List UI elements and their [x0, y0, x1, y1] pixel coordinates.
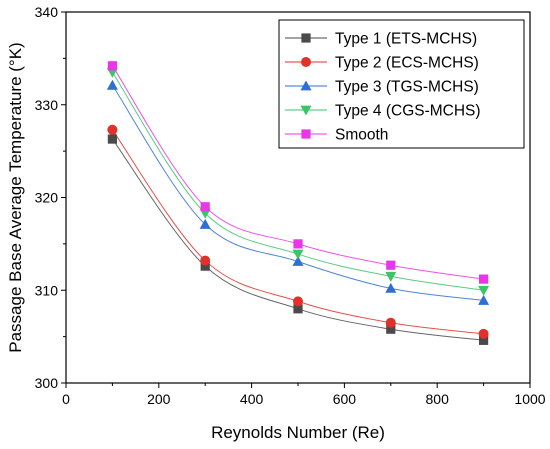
fit-curves	[111, 65, 484, 341]
legend-marker	[301, 33, 311, 43]
series-5-point	[107, 61, 117, 71]
legend-marker	[301, 57, 311, 67]
x-tick-label: 1000	[514, 391, 545, 407]
legend-label: Smooth	[335, 127, 388, 144]
legend-label: Type 2 (ECS-MCHS)	[335, 55, 479, 72]
series-3-point	[478, 294, 490, 305]
series-5-point	[386, 260, 396, 270]
series-2-point	[293, 296, 303, 307]
y-axis-title: Passage Base Average Temperature (°K)	[6, 42, 25, 352]
legend: Type 1 (ETS-MCHS) Type 2 (ECS-MCHS) Type 3…	[278, 19, 525, 149]
series-1-point	[200, 261, 210, 271]
series-2-point	[478, 328, 489, 339]
series-1-point	[386, 324, 396, 334]
series-4-curve	[111, 72, 484, 291]
y-tick-label: 330	[35, 97, 59, 113]
series-5-point	[479, 274, 489, 284]
x-axis-title: Reynolds Number (Re)	[211, 423, 385, 442]
data-markers	[106, 61, 490, 345]
legend-label: Type 4 (CGS-MCHS)	[335, 103, 481, 120]
series-1-curve	[111, 138, 484, 341]
series-2-curve	[111, 129, 484, 335]
series-2-point	[107, 124, 118, 135]
series-3-point	[292, 255, 304, 266]
series-4-point	[385, 271, 397, 282]
y-tick-label: 340	[35, 4, 59, 20]
series-3-point	[385, 282, 397, 293]
x-tick-label: 400	[240, 391, 264, 407]
legend-marker	[300, 105, 312, 116]
x-tick-label: 0	[62, 391, 70, 407]
series-5-curve	[111, 65, 484, 280]
x-tick-label: 800	[426, 391, 450, 407]
series-3-point	[106, 79, 118, 90]
series-4-point	[292, 249, 304, 260]
series-1-point	[293, 304, 303, 314]
axes: 0 200 400 600 800 1000 300 310 320 330 340	[35, 4, 546, 407]
legend-marker	[301, 129, 311, 139]
series-1-point	[107, 134, 117, 144]
series-5-point	[293, 239, 303, 249]
legend-box	[278, 19, 525, 149]
series-5-point	[200, 202, 210, 212]
y-tick-label: 310	[35, 282, 59, 298]
series-4-point	[478, 285, 490, 296]
y-tick-label: 300	[35, 375, 59, 391]
series-2-point	[385, 317, 396, 328]
series-1-point	[479, 335, 489, 345]
x-tick-label: 200	[147, 391, 171, 407]
y-tick-label: 320	[35, 190, 59, 206]
series-3-curve	[111, 84, 484, 301]
series-2-point	[200, 255, 211, 266]
legend-marker	[300, 80, 312, 91]
legend-label: Type 3 (TGS-MCHS)	[335, 79, 479, 96]
legend-label: Type 1 (ETS-MCHS)	[335, 31, 477, 48]
x-tick-label: 600	[333, 391, 357, 407]
series-3-point	[199, 218, 211, 229]
